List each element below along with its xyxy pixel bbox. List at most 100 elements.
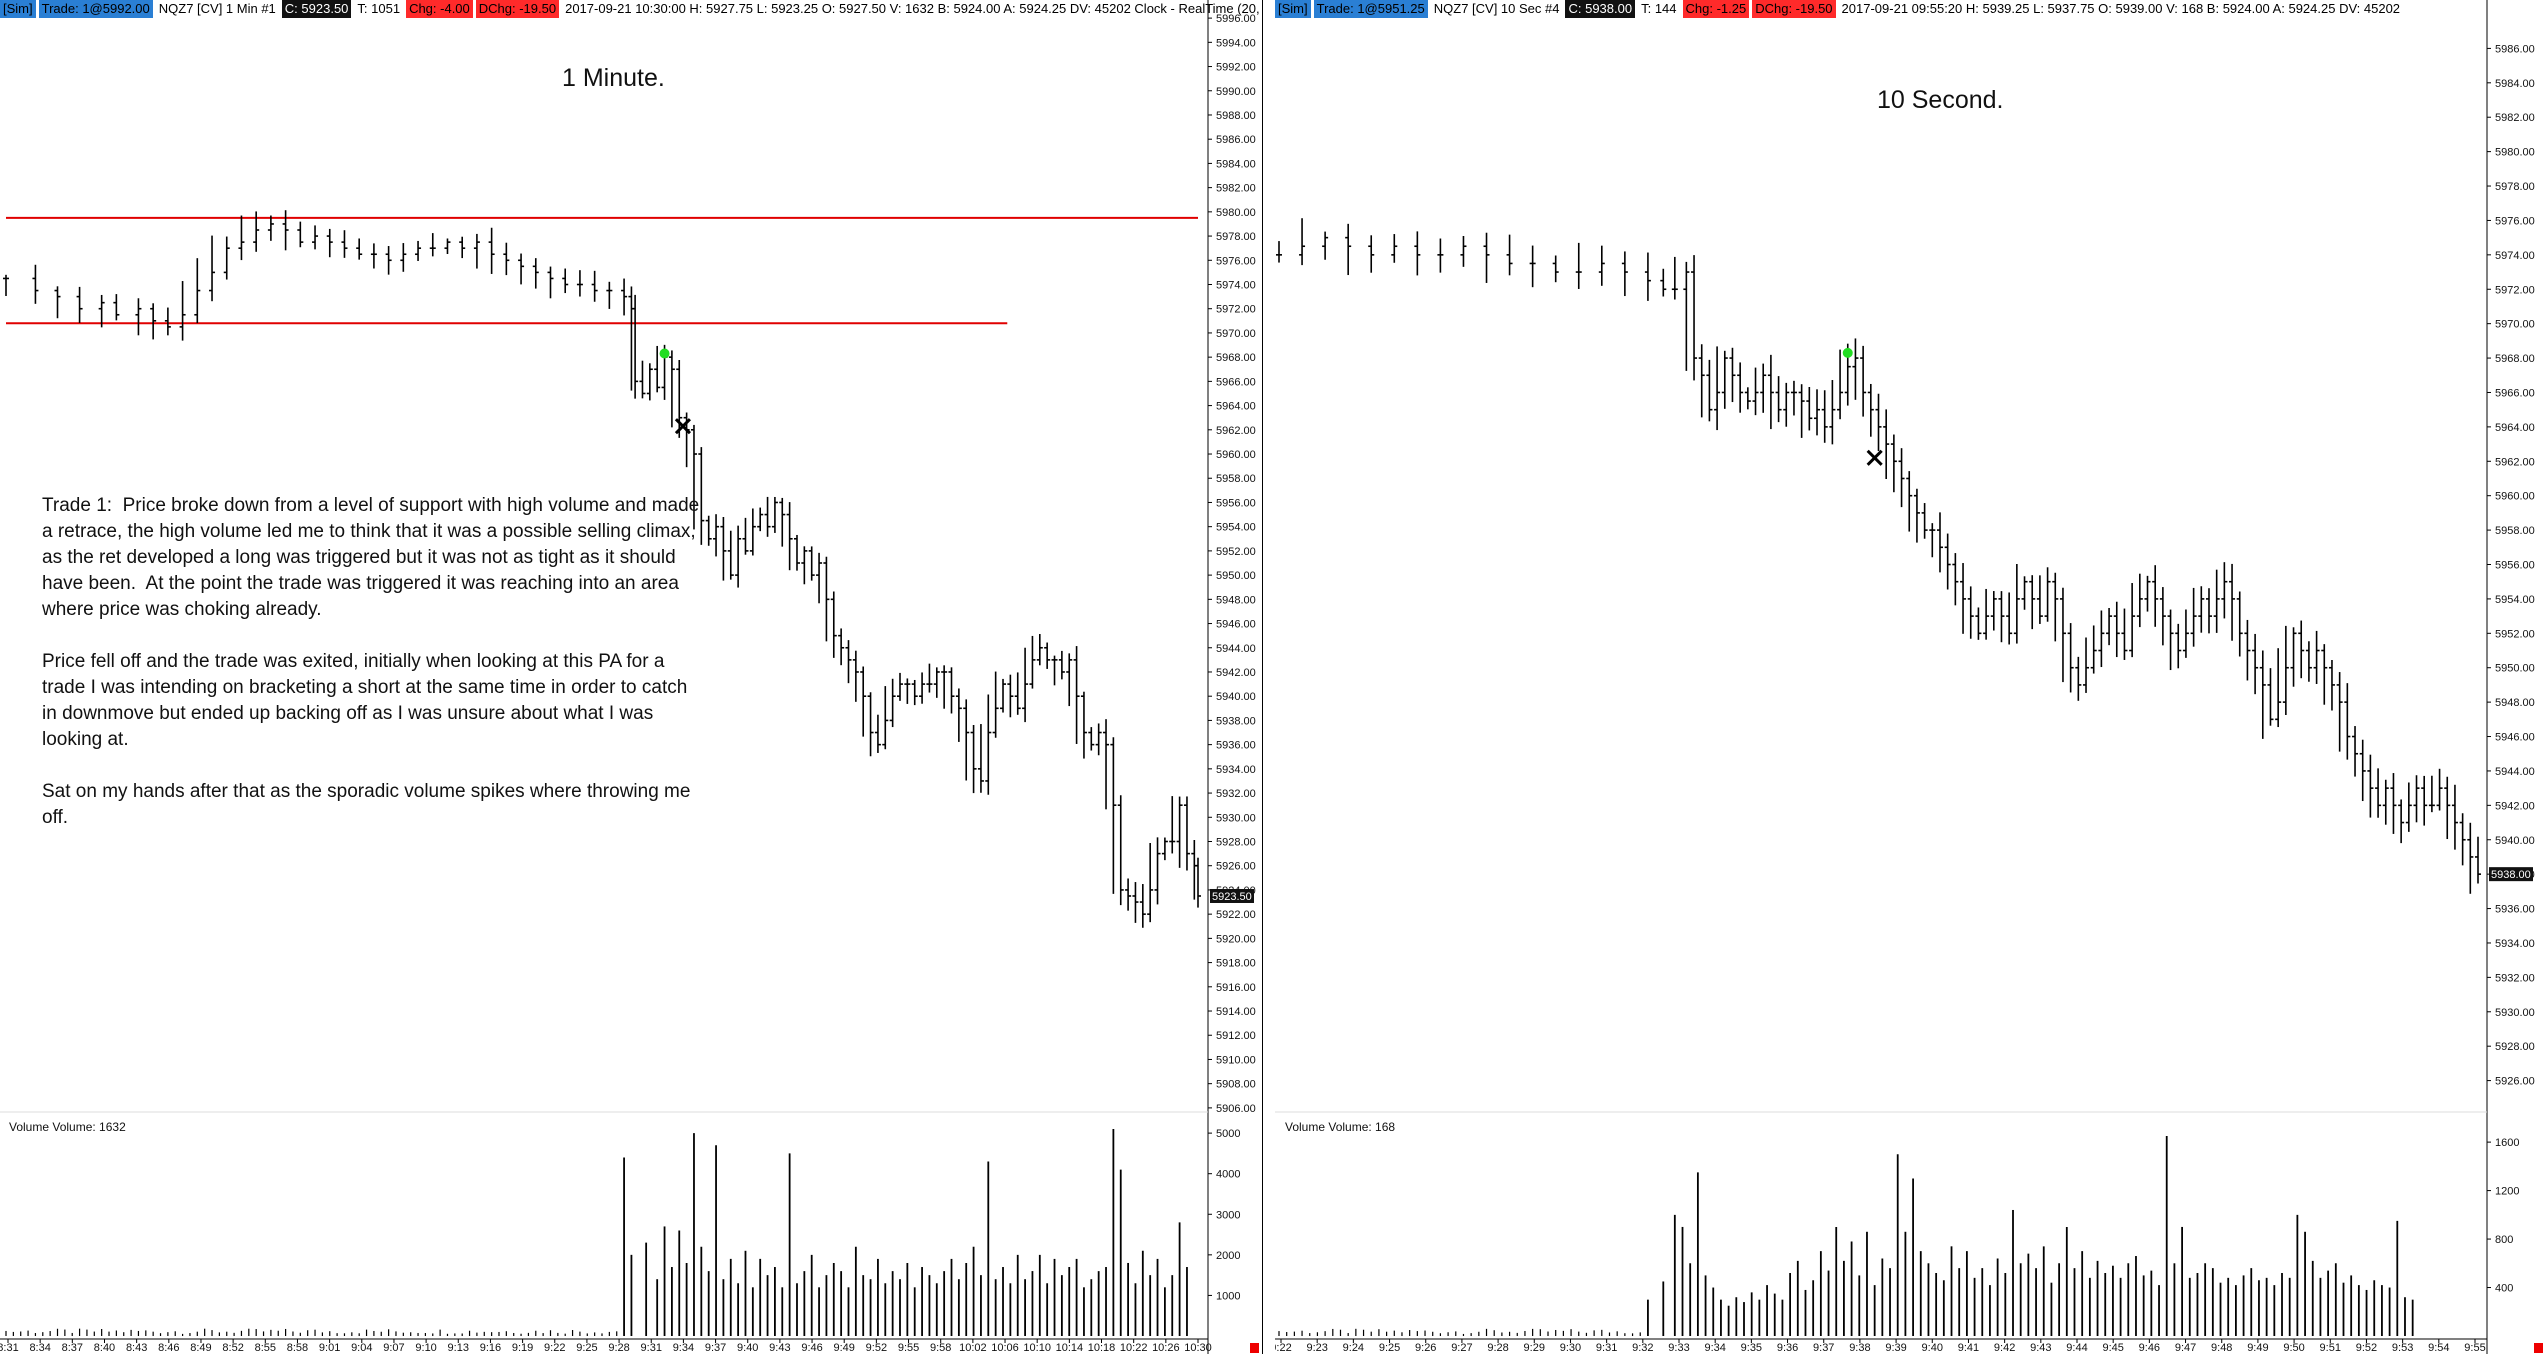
time-tick-label: 8:31 <box>0 1342 19 1354</box>
time-tick-label: 9:55 <box>2464 1342 2485 1354</box>
price-tick-label: 5972.00 <box>2495 284 2535 296</box>
time-tick-label: 9:52 <box>2356 1342 2377 1354</box>
tick-count: T: 144 <box>1641 1 1677 16</box>
price-tick-label: 5976.00 <box>2495 215 2535 227</box>
last-price-label: 5938.00 <box>2491 869 2531 881</box>
price-tick-label: 5936.00 <box>2495 904 2535 916</box>
price-tick-label: 5952.00 <box>1216 546 1256 558</box>
price-tick-label: 5984.00 <box>1216 158 1256 170</box>
price-tick-label: 5956.00 <box>1216 497 1256 509</box>
left-corner-marker <box>1250 1343 1259 1353</box>
price-tick-label: 5948.00 <box>1216 594 1256 606</box>
time-tick-label: 9:01 <box>319 1342 340 1354</box>
time-tick-label: 9:46 <box>801 1342 822 1354</box>
time-tick-label: 10:22 <box>1120 1342 1148 1354</box>
time-tick-label: 9:25 <box>1379 1342 1400 1354</box>
price-tick-label: 5944.00 <box>1216 643 1256 655</box>
instrument-label: NQZ7 [CV] 1 Min #1 <box>158 1 276 16</box>
price-tick-label: 5960.00 <box>2495 491 2535 503</box>
price-tick-label: 5970.00 <box>1216 328 1256 340</box>
time-tick-label: 9:13 <box>448 1342 469 1354</box>
time-tick-label: 9:37 <box>1813 1342 1834 1354</box>
exit-x-marker <box>1866 449 1883 466</box>
time-tick-label: 10:18 <box>1088 1342 1116 1354</box>
time-tick-label: 9:33 <box>1668 1342 1689 1354</box>
volume-tick-label: 1200 <box>2495 1186 2519 1198</box>
time-tick-label: 9:39 <box>1885 1342 1906 1354</box>
trade-badge[interactable]: Trade: 1@5992.00 <box>38 0 153 18</box>
price-tick-label: 5962.00 <box>2495 456 2535 468</box>
price-tick-label: 5978.00 <box>2495 181 2535 193</box>
daily-change-badge: DChg: -19.50 <box>475 0 560 18</box>
time-tick-label: 9:16 <box>480 1342 501 1354</box>
instrument-label: NQZ7 [CV] 10 Sec #4 <box>1433 1 1560 16</box>
close-badge: C: 5923.50 <box>281 0 352 18</box>
price-tick-label: 5930.00 <box>1216 812 1256 824</box>
time-tick-label: 9:24 <box>1343 1342 1364 1354</box>
right-volume-label: Volume Volume: 168 <box>1285 1120 1396 1134</box>
right-chart-panel: [Sim] Trade: 1@5951.25 NQZ7 [CV] 10 Sec #4… <box>1275 0 2545 1354</box>
last-price-tag <box>2489 867 2533 882</box>
time-tick-label: 9:47 <box>2175 1342 2196 1354</box>
price-tick-label: 5910.00 <box>1216 1054 1256 1066</box>
last-price-tag <box>1210 888 1254 903</box>
time-tick-label: 8:52 <box>222 1342 243 1354</box>
time-tick-label: 9:52 <box>866 1342 887 1354</box>
tick-count: T: 1051 <box>357 1 401 16</box>
time-tick-label: 9:43 <box>2030 1342 2051 1354</box>
price-tick-label: 5966.00 <box>1216 376 1256 388</box>
price-tick-label: 5958.00 <box>1216 473 1256 485</box>
volume-tick-label: 400 <box>2495 1283 2513 1295</box>
time-tick-label: 10:10 <box>1023 1342 1051 1354</box>
left-chart-panel: [Sim] Trade: 1@5992.00 NQZ7 [CV] 1 Min #1 C… <box>0 0 1377 1354</box>
time-tick-label: 8:37 <box>62 1342 83 1354</box>
price-tick-label: 5946.00 <box>1216 619 1256 631</box>
time-tick-label: 9:04 <box>351 1342 372 1354</box>
time-tick-label: 9:34 <box>1704 1342 1725 1354</box>
right-corner-marker <box>2534 1343 2543 1353</box>
price-tick-label: 5950.00 <box>2495 663 2535 675</box>
time-tick-label: 9:31 <box>1596 1342 1617 1354</box>
time-tick-label: 9:25 <box>576 1342 597 1354</box>
time-tick-label: 9:34 <box>673 1342 694 1354</box>
price-tick-label: 5934.00 <box>2495 938 2535 950</box>
price-tick-label: 5980.00 <box>2495 147 2535 159</box>
left-price-chart[interactable]: 5906.00 5908.00 5910.00 5912.00 5914.00 5916.… <box>0 0 1262 1354</box>
volume-tick-label: 800 <box>2495 1234 2513 1246</box>
last-price-label: 5923.50 <box>1212 891 1252 903</box>
price-tick-label: 5932.00 <box>2495 972 2535 984</box>
price-tick-label: 5914.00 <box>1216 1006 1256 1018</box>
time-tick-label: 8:58 <box>287 1342 308 1354</box>
price-tick-label: 5984.00 <box>2495 78 2535 90</box>
price-tick-label: 5922.00 <box>1216 909 1256 921</box>
time-tick-label: 9:35 <box>1741 1342 1762 1354</box>
time-tick-label: 9:43 <box>769 1342 790 1354</box>
time-tick-label: 9:22 <box>1275 1342 1292 1354</box>
sim-badge[interactable]: [Sim] <box>1275 0 1311 18</box>
left-chart-title: 1 Minute. <box>562 64 665 92</box>
volume-tick-label: 4000 <box>1216 1169 1240 1181</box>
price-tick-label: 5964.00 <box>2495 422 2535 434</box>
price-tick-label: 5968.00 <box>1216 352 1256 364</box>
trade-badge[interactable]: Trade: 1@5951.25 <box>1313 0 1428 18</box>
time-tick-label: 8:43 <box>126 1342 147 1354</box>
price-tick-label: 5986.00 <box>2495 43 2535 55</box>
price-tick-label: 5980.00 <box>1216 207 1256 219</box>
close-badge: C: 5938.00 <box>1565 0 1636 18</box>
panel-divider[interactable] <box>1262 0 1276 1354</box>
entry-dot-marker <box>659 348 670 359</box>
right-price-chart[interactable]: 5926.00 5928.00 5930.00 5932.00 5934.00 5936.… <box>1275 0 2545 1354</box>
bar-info: 2017-09-21 09:55:20 H: 5939.25 L: 5937.7… <box>1841 1 2401 16</box>
price-tick-label: 5968.00 <box>2495 353 2535 365</box>
sim-badge[interactable]: [Sim] <box>0 0 36 18</box>
time-tick-label: 9:31 <box>641 1342 662 1354</box>
time-tick-label: 9:37 <box>705 1342 726 1354</box>
price-tick-label: 5932.00 <box>1216 788 1256 800</box>
time-tick-label: 9:50 <box>2283 1342 2304 1354</box>
time-tick-label: 9:46 <box>2139 1342 2160 1354</box>
time-tick-label: 9:48 <box>2211 1342 2232 1354</box>
price-tick-label: 5944.00 <box>2495 766 2535 778</box>
time-tick-label: 9:49 <box>834 1342 855 1354</box>
price-tick-label: 5978.00 <box>1216 231 1256 243</box>
price-tick-label: 5992.00 <box>1216 62 1256 74</box>
